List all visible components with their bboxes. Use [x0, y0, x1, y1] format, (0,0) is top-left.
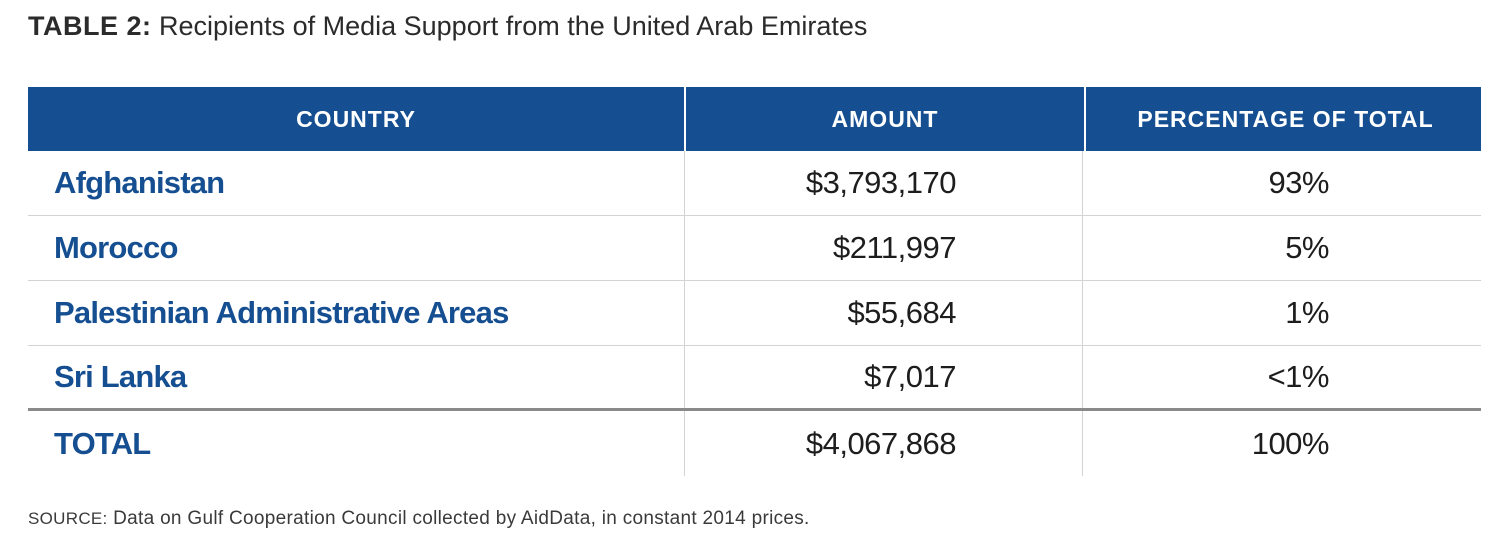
header-percentage: PERCENTAGE OF TOTAL: [1084, 87, 1485, 151]
total-row: TOTAL $4,067,868 100%: [28, 411, 1481, 476]
table-row: Afghanistan $3,793,170 93%: [28, 151, 1481, 216]
source-text: Data on Gulf Cooperation Council collect…: [113, 508, 810, 529]
percentage-cell: 5%: [1082, 216, 1481, 280]
total-amount: $4,067,868: [684, 411, 1082, 476]
recipients-table: COUNTRY AMOUNT PERCENTAGE OF TOTAL Afgha…: [28, 87, 1481, 476]
country-cell: Palestinian Administrative Areas: [54, 295, 509, 330]
table-caption: TABLE 2: Recipients of Media Support fro…: [28, 4, 867, 48]
total-label: TOTAL: [54, 425, 151, 461]
source-note: SOURCE: Data on Gulf Cooperation Council…: [28, 508, 810, 530]
country-cell: Sri Lanka: [54, 359, 187, 394]
percentage-cell: <1%: [1082, 346, 1481, 408]
country-cell: Afghanistan: [54, 165, 225, 200]
table-row: Palestinian Administrative Areas $55,684…: [28, 281, 1481, 346]
amount-cell: $211,997: [684, 216, 1082, 280]
country-cell: Morocco: [54, 230, 178, 265]
source-label: SOURCE:: [28, 509, 108, 528]
percentage-cell: 93%: [1082, 151, 1481, 215]
header-amount: AMOUNT: [684, 87, 1084, 151]
table-row: Sri Lanka $7,017 <1%: [28, 346, 1481, 411]
amount-cell: $3,793,170: [684, 151, 1082, 215]
table-row: Morocco $211,997 5%: [28, 216, 1481, 281]
total-percentage: 100%: [1082, 411, 1481, 476]
amount-cell: $7,017: [684, 346, 1082, 408]
caption-title: Recipients of Media Support from the Uni…: [159, 11, 868, 41]
header-country: COUNTRY: [296, 105, 416, 132]
amount-cell: $55,684: [684, 281, 1082, 345]
caption-label: TABLE 2:: [28, 11, 152, 41]
table-header-row: COUNTRY AMOUNT PERCENTAGE OF TOTAL: [28, 87, 1481, 151]
percentage-cell: 1%: [1082, 281, 1481, 345]
